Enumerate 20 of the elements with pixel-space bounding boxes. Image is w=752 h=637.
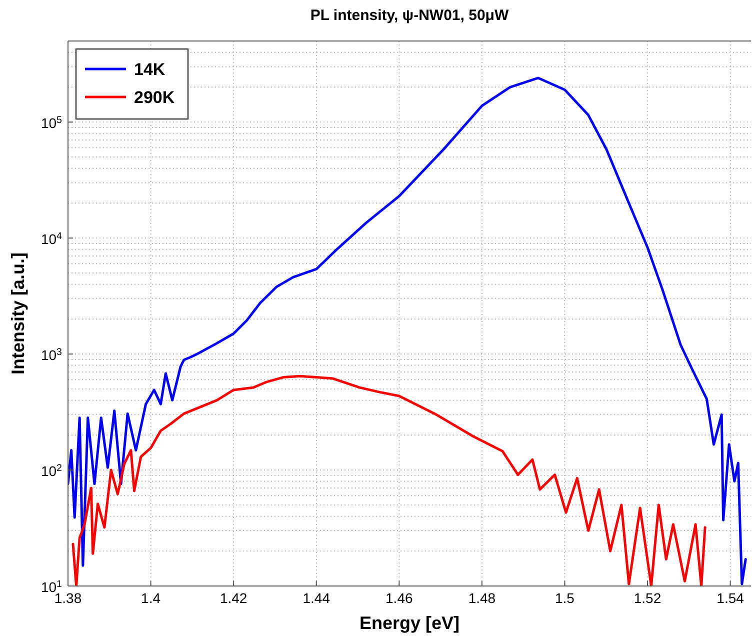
x-tick-label: 1.44 bbox=[302, 590, 330, 606]
y-tick-label: 10$^{4}$ bbox=[40, 230, 63, 248]
x-tick-label: 1.5 bbox=[554, 590, 575, 606]
y-axis-title: Intensity [a.u.] bbox=[8, 252, 28, 375]
x-tick-label: 1.4 bbox=[141, 590, 161, 606]
x-tick-label: 1.48 bbox=[468, 590, 496, 606]
y-tick-label: 10$^{5}$ bbox=[40, 114, 63, 132]
line-series bbox=[72, 374, 706, 586]
x-tick-label: 1.54 bbox=[716, 590, 744, 606]
x-tick-label: 1.46 bbox=[386, 590, 413, 606]
chart-title: PL intensity, ψ-NW01, 50μW bbox=[310, 7, 510, 24]
y-tick-label: 10$^{3}$ bbox=[40, 346, 63, 364]
legend-label: 290K bbox=[134, 88, 176, 107]
y-tick-label: 10$^{2}$ bbox=[40, 462, 62, 480]
x-tick-label: 1.42 bbox=[220, 590, 248, 606]
x-axis-title: Energy [eV] bbox=[359, 613, 460, 633]
legend-label: 14K bbox=[134, 60, 166, 79]
x-tick-label: 1.38 bbox=[54, 590, 82, 606]
line-series bbox=[68, 76, 747, 586]
x-tick-label: 1.52 bbox=[634, 590, 662, 606]
